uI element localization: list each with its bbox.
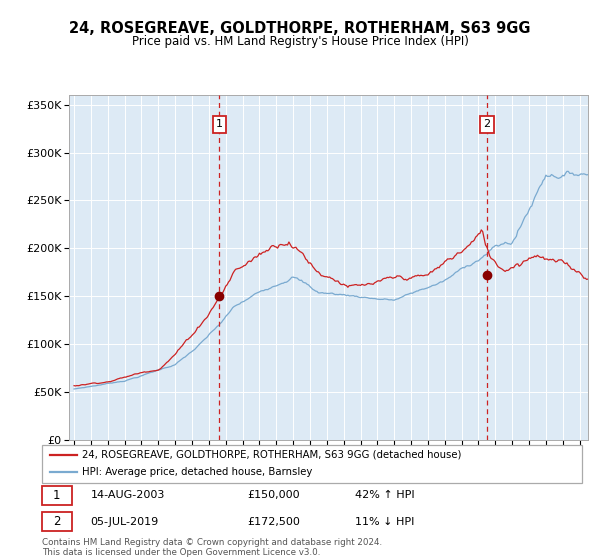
Text: 2: 2	[53, 515, 61, 528]
FancyBboxPatch shape	[42, 512, 72, 531]
Text: 1: 1	[53, 489, 61, 502]
Text: 1: 1	[216, 119, 223, 129]
Text: Contains HM Land Registry data © Crown copyright and database right 2024.
This d: Contains HM Land Registry data © Crown c…	[42, 538, 382, 557]
Text: 11% ↓ HPI: 11% ↓ HPI	[355, 517, 415, 527]
Text: 2: 2	[484, 119, 490, 129]
Text: £150,000: £150,000	[247, 490, 300, 500]
Text: 42% ↑ HPI: 42% ↑ HPI	[355, 490, 415, 500]
Text: HPI: Average price, detached house, Barnsley: HPI: Average price, detached house, Barn…	[83, 468, 313, 478]
FancyBboxPatch shape	[42, 486, 72, 505]
Text: £172,500: £172,500	[247, 517, 300, 527]
Text: 24, ROSEGREAVE, GOLDTHORPE, ROTHERHAM, S63 9GG: 24, ROSEGREAVE, GOLDTHORPE, ROTHERHAM, S…	[69, 21, 531, 36]
FancyBboxPatch shape	[42, 445, 582, 483]
Text: 05-JUL-2019: 05-JUL-2019	[91, 517, 159, 527]
Text: 24, ROSEGREAVE, GOLDTHORPE, ROTHERHAM, S63 9GG (detached house): 24, ROSEGREAVE, GOLDTHORPE, ROTHERHAM, S…	[83, 450, 462, 460]
Text: Price paid vs. HM Land Registry's House Price Index (HPI): Price paid vs. HM Land Registry's House …	[131, 35, 469, 48]
Text: 14-AUG-2003: 14-AUG-2003	[91, 490, 165, 500]
